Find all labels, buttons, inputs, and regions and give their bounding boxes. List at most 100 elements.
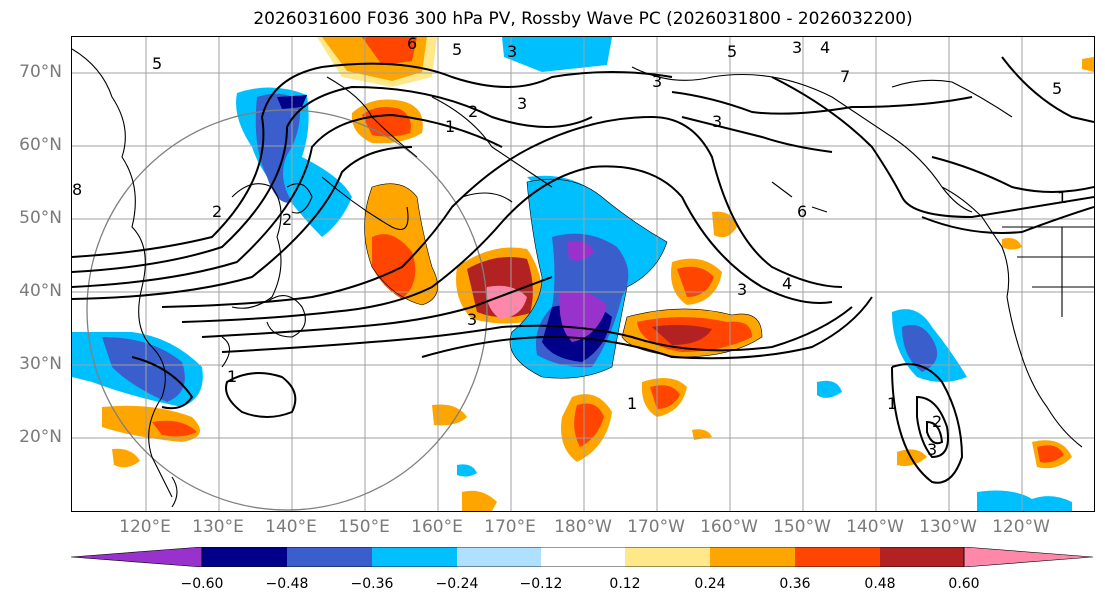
lon-label-160w: 160°W — [700, 517, 758, 537]
lat-label-20n: 20°N — [19, 427, 62, 447]
contour-label: 1 — [445, 117, 455, 136]
anomaly-blob — [152, 420, 197, 437]
contour-label: 3 — [792, 38, 802, 57]
lat-label-70n: 70°N — [19, 62, 62, 82]
colorbar-extend-high — [963, 547, 1094, 567]
colorbar-bin — [202, 547, 287, 567]
anomaly-blob — [362, 37, 417, 65]
contour-label: 5 — [1052, 79, 1062, 98]
contour-label: 8 — [72, 180, 82, 199]
contour-labels: 6 5 3 3 4 5 3 3 2 1 7 5 5 8 6 3 1 2 1 2 … — [72, 37, 1067, 459]
colorbar-tick: 0.24 — [694, 576, 726, 592]
lon-label-120e: 120°E — [119, 517, 171, 537]
map-panel[interactable]: 6 5 3 3 4 5 3 3 2 1 7 5 5 8 6 3 1 2 1 2 … — [71, 36, 1095, 512]
anomaly-outlines — [364, 178, 763, 379]
anomaly-blob — [486, 285, 527, 319]
anomaly-blob — [527, 175, 587, 198]
lon-label-180w: 180°W — [554, 517, 612, 537]
radius-circle — [86, 109, 488, 511]
contour-label: 6 — [797, 202, 807, 221]
anomaly-blob — [652, 324, 712, 345]
colorbar — [71, 547, 1094, 567]
colorbar-bin — [457, 547, 541, 567]
anomaly-blob — [502, 37, 612, 72]
lon-label-150e: 150°E — [338, 517, 390, 537]
contour-label: 3 — [467, 310, 477, 329]
colorbar-bin — [880, 547, 964, 567]
map-title: 2026031600 F036 300 hPa PV, Rossby Wave … — [253, 9, 913, 29]
lon-label-130w: 130°W — [919, 517, 977, 537]
colorbar-tick: 0.60 — [948, 576, 980, 592]
anomaly-blob — [817, 380, 842, 398]
lon-label-170e: 170°E — [484, 517, 536, 537]
colorbar-tick: 0.12 — [609, 576, 641, 592]
colorbar-bin — [287, 547, 372, 567]
contour-label: 6 — [407, 37, 417, 53]
lon-label-150w: 150°W — [773, 517, 831, 537]
contour-label: 1 — [887, 394, 897, 413]
map-canvas: 6 5 3 3 4 5 3 3 2 1 7 5 5 8 6 3 1 2 1 2 … — [72, 37, 1094, 511]
lon-label-120w: 120°W — [992, 517, 1050, 537]
anomaly-blob — [457, 464, 477, 477]
contour-label: 2 — [282, 210, 292, 229]
colorbar-tick: −0.48 — [265, 576, 309, 592]
anomaly-blob — [677, 266, 714, 297]
lon-label-160e: 160°E — [411, 517, 463, 537]
anomaly-blob — [1037, 445, 1064, 463]
anomaly-blob — [462, 490, 497, 511]
colorbar-extend-low — [71, 547, 203, 567]
colorbar-bin — [795, 547, 880, 567]
anomaly-blob — [255, 93, 301, 203]
anomaly-blob — [559, 291, 607, 342]
lat-label-60n: 60°N — [19, 135, 62, 155]
lon-label-170w: 170°W — [627, 517, 685, 537]
contour-label: 3 — [712, 112, 722, 131]
lat-label-50n: 50°N — [19, 208, 62, 228]
contour-label: 4 — [820, 38, 830, 57]
colorbar-bin — [541, 547, 625, 567]
contour-label: 7 — [840, 67, 850, 86]
pv-contours — [72, 56, 1094, 484]
lon-label-140e: 140°E — [265, 517, 317, 537]
contour-label: 3 — [737, 280, 747, 299]
colorbar-tick: −0.24 — [435, 576, 479, 592]
colorbar-bin — [372, 547, 457, 567]
anomaly-blob — [112, 448, 140, 468]
colorbar-bin — [710, 547, 795, 567]
lon-label-140w: 140°W — [846, 517, 904, 537]
anomaly-blob — [362, 107, 411, 137]
anomaly-blob — [102, 337, 185, 402]
contour-label: 1 — [227, 367, 237, 386]
anomaly-blob — [567, 240, 594, 261]
anomaly-blob — [902, 324, 938, 372]
colorbar-tick: 0.48 — [864, 576, 896, 592]
colorbar-tick: −0.60 — [180, 576, 224, 592]
anomaly-blob — [1002, 238, 1022, 250]
anomaly-blob — [432, 404, 467, 426]
anomaly-blob — [1082, 57, 1094, 72]
contour-label: 3 — [927, 440, 937, 459]
contour-label: 1 — [627, 394, 637, 413]
contour-label: 2 — [468, 102, 478, 121]
anomaly-blob — [574, 403, 604, 447]
lat-label-40n: 40°N — [19, 281, 62, 301]
contour-label: 2 — [932, 412, 942, 431]
anomaly-blob — [102, 405, 200, 442]
contour-label: 3 — [652, 72, 662, 91]
lat-label-30n: 30°N — [19, 354, 62, 374]
colorbar-tick: −0.36 — [350, 576, 394, 592]
contour-label: 3 — [507, 42, 517, 61]
contour-label: 4 — [782, 274, 792, 293]
contour-label: 2 — [212, 202, 222, 221]
contour-label: 5 — [152, 54, 162, 73]
graticule — [72, 37, 1094, 511]
colorbar-tick: −0.12 — [519, 576, 563, 592]
pv-anomaly-fill — [72, 37, 1094, 511]
colorbar-tick: 0.36 — [779, 576, 811, 592]
anomaly-blob — [712, 211, 737, 238]
contour-label: 3 — [517, 94, 527, 113]
contour-label: 1 — [1057, 188, 1067, 207]
contour-label: 5 — [452, 40, 462, 59]
anomaly-blob — [692, 429, 712, 440]
contour-label: 5 — [727, 42, 737, 61]
